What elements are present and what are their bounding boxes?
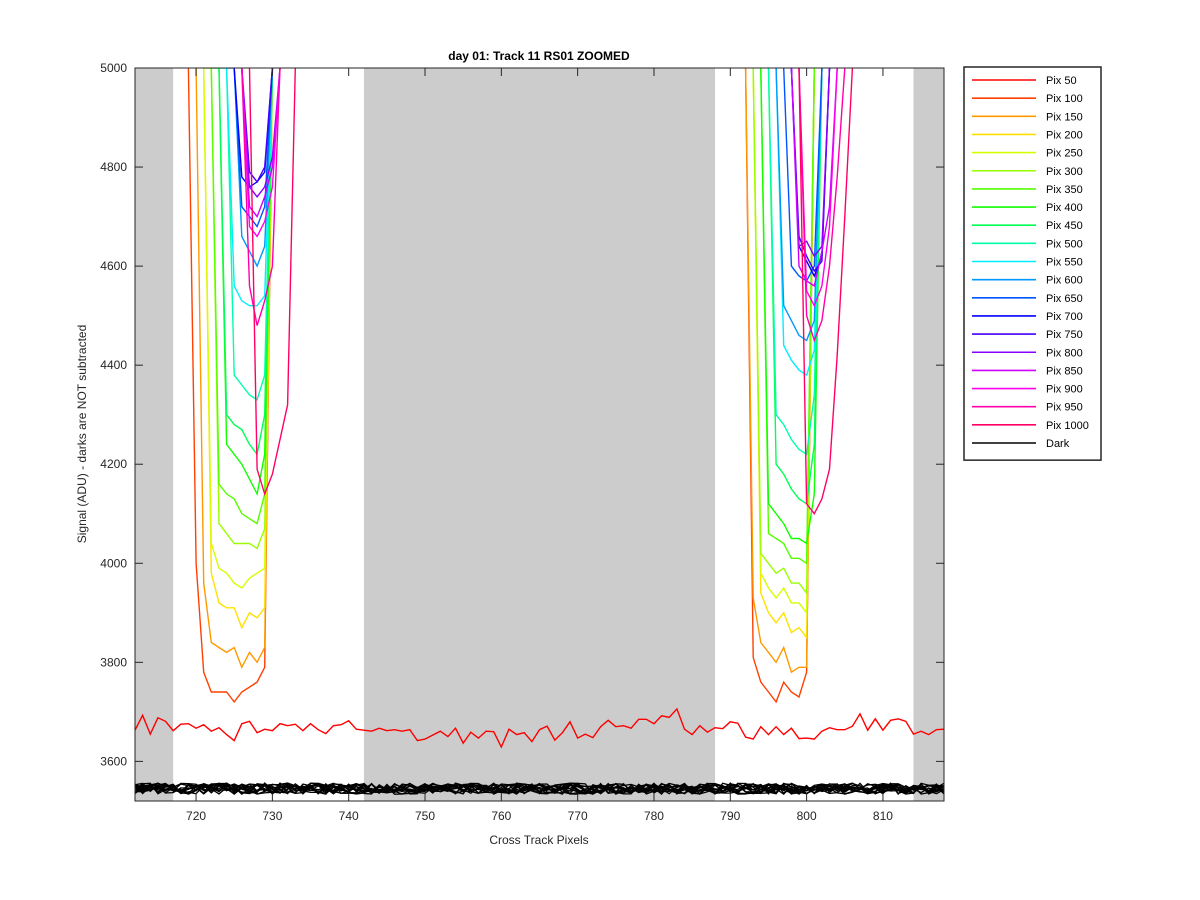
legend-entry: Pix 400 <box>1046 202 1083 214</box>
y-tick-label: 4600 <box>100 259 127 273</box>
series-line-pix-850-left <box>241 68 281 219</box>
series-line-pix-250-left <box>203 68 274 589</box>
legend-entry: Pix 700 <box>1046 311 1083 323</box>
x-tick-label: 790 <box>720 809 740 823</box>
plot-frame <box>134 67 945 802</box>
legend-entry: Pix 300 <box>1046 166 1083 178</box>
x-tick-label: 750 <box>415 809 435 823</box>
y-tick-label: 4000 <box>100 556 127 570</box>
y-tick-label: 3600 <box>100 754 127 768</box>
series-line-pix-100-left <box>187 68 274 704</box>
shaded-region-1 <box>135 68 174 801</box>
legend-entry: Pix 500 <box>1046 238 1083 250</box>
x-tick-label: 800 <box>797 809 817 823</box>
x-tick-label: 810 <box>873 809 893 823</box>
series-line-pix-550-right <box>775 68 823 377</box>
series-line-pix-100-right <box>744 68 815 704</box>
y-tick-label: 5000 <box>100 61 127 75</box>
y-tick-label: 4400 <box>100 358 127 372</box>
y-axis-label: Signal (ADU) - darks are NOT subtracted <box>75 325 89 544</box>
legend-entry: Pix 200 <box>1046 129 1083 141</box>
series-line-pix-950-right <box>798 68 846 343</box>
series-line-pix-450-right <box>767 68 823 505</box>
legend-entry: Pix 50 <box>1046 75 1077 87</box>
legend-entry: Pix 100 <box>1046 93 1083 105</box>
series-line-pix-600-right <box>775 68 823 342</box>
series-line-pix-200-right <box>752 68 815 640</box>
x-tick-label: 730 <box>262 809 282 823</box>
series-line-pix-250-right <box>752 68 815 615</box>
legend-entry: Pix 350 <box>1046 184 1083 196</box>
shaded-regions <box>135 68 944 801</box>
legend-entry: Pix 250 <box>1046 148 1083 160</box>
y-tick-label: 4800 <box>100 160 127 174</box>
series-line-pix-600-left <box>226 68 274 268</box>
series-line-pix-850-right <box>790 68 838 288</box>
shaded-region-2 <box>363 68 716 801</box>
y-axis: 3600 3800 4000 4200 4400 4600 4800 5000 <box>100 61 944 768</box>
series-line-pix-500-right <box>767 68 823 456</box>
series-line-pix-150-left <box>195 68 274 670</box>
series-line-pix-1000-left <box>248 68 296 497</box>
series-line-pix-550-left <box>225 68 274 307</box>
x-tick-label: 760 <box>491 809 511 823</box>
shaded-region-3 <box>913 68 944 801</box>
series-lines <box>135 68 944 796</box>
chart-title: day 01: Track 11 RS01 ZOOMED <box>448 49 630 63</box>
y-tick-label: 4200 <box>100 457 127 471</box>
series-line-pix-350-left <box>210 68 274 525</box>
legend-entry: Pix 150 <box>1046 111 1083 123</box>
x-tick-label: 770 <box>568 809 588 823</box>
legend-entry: Pix 650 <box>1046 293 1083 305</box>
legend-box <box>963 66 1102 461</box>
series-line-pix-350-right <box>760 68 815 565</box>
y-tick-label: 3800 <box>100 655 127 669</box>
legend-entry: Pix 750 <box>1046 329 1083 341</box>
series-line-pix-150-right <box>744 68 815 674</box>
series-line-pix-900-left <box>241 68 281 238</box>
legend-entry: Pix 900 <box>1046 384 1083 396</box>
series-line-pix-950-left <box>241 68 281 326</box>
x-tick-label: 740 <box>339 809 359 823</box>
x-tick-label: 720 <box>186 809 206 823</box>
series-line-pix-200-left <box>203 68 274 630</box>
legend-entry: Pix 1000 <box>1046 420 1089 432</box>
series-line-pix-300-right <box>752 68 815 596</box>
legend-entry: Pix 550 <box>1046 257 1083 269</box>
legend-entry: Pix 600 <box>1046 275 1083 287</box>
legend-entry: Pix 800 <box>1046 347 1083 359</box>
series-line-pix-1000-right <box>798 68 854 515</box>
legend-entry: Pix 850 <box>1046 365 1083 377</box>
dark-series-line-14 <box>135 782 944 796</box>
x-tick-label: 780 <box>644 809 664 823</box>
legend: Pix 50 Pix 100 Pix 150 Pix 200 Pix 250 Pix 30… <box>963 66 1102 461</box>
x-axis-label: Cross Track Pixels <box>489 833 588 847</box>
x-axis: 720 730 740 750 760 770 780 790 800 810 <box>186 68 893 823</box>
legend-entry: Pix 950 <box>1046 402 1083 414</box>
legend-entry: Pix 450 <box>1046 220 1083 232</box>
legend-entry: Dark <box>1046 438 1070 450</box>
series-line-pix-450-left <box>218 68 274 456</box>
series-line-pix-50 <box>135 707 944 749</box>
